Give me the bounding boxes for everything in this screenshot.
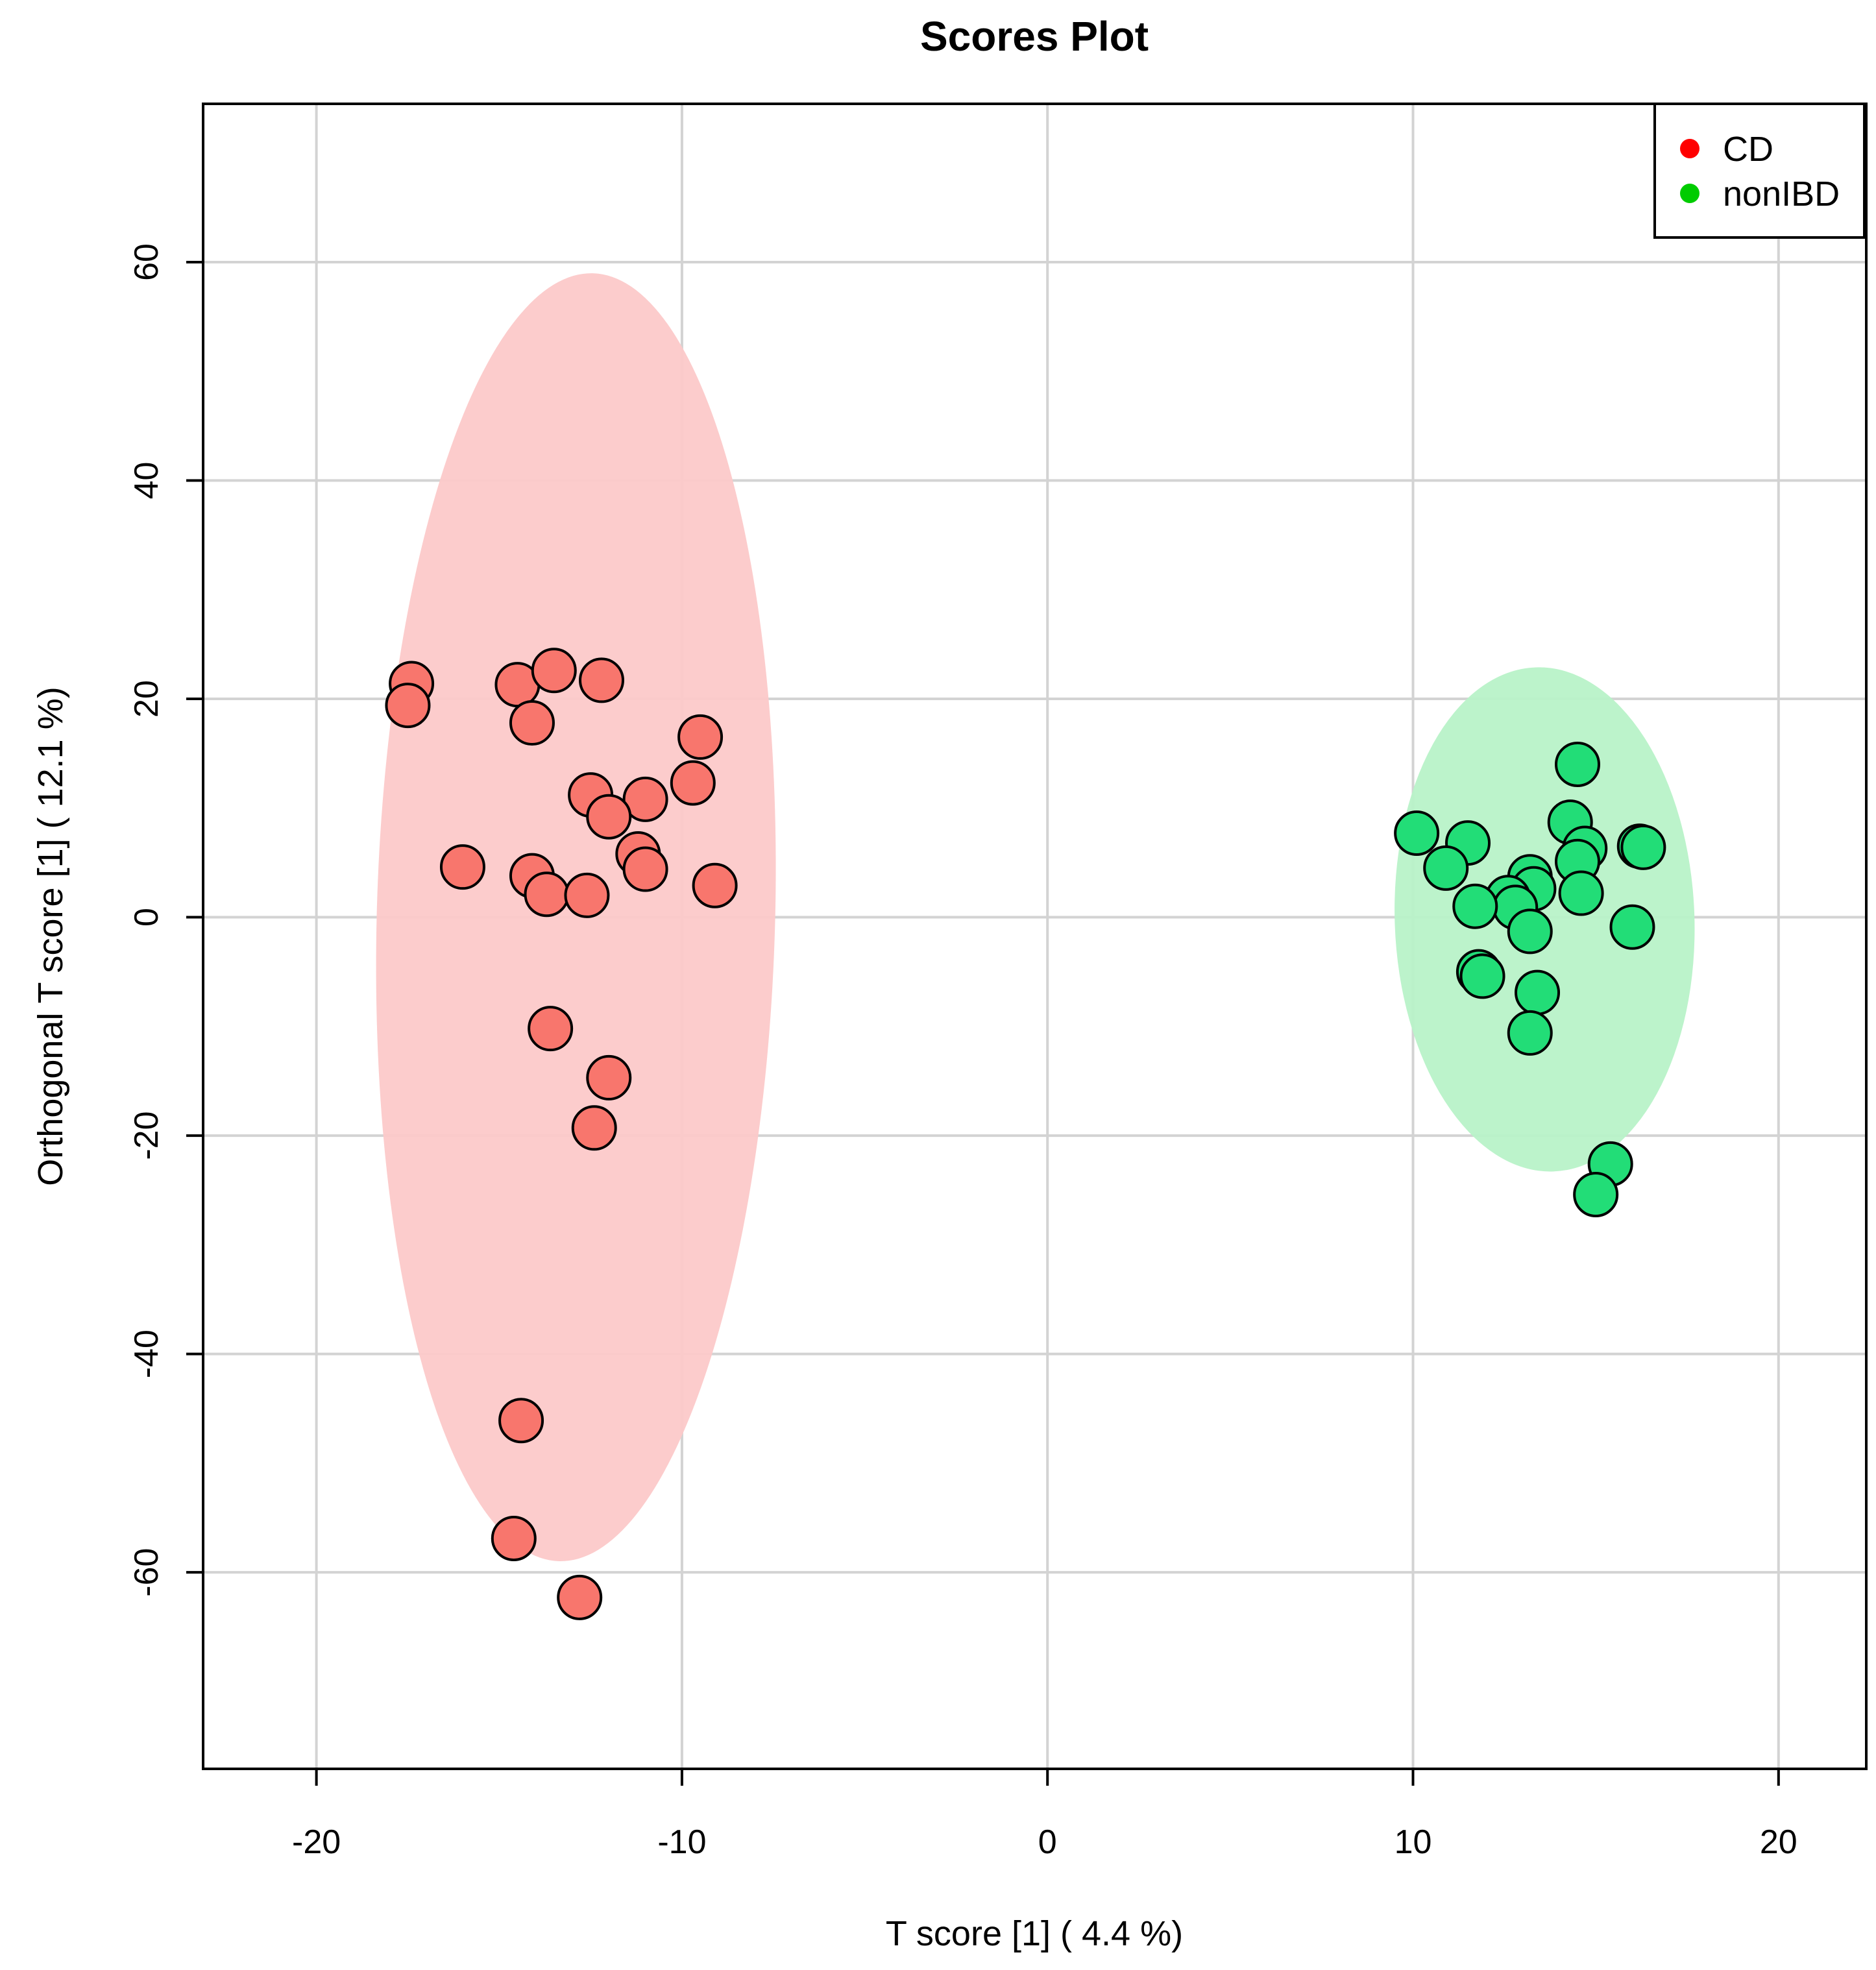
data-point-cd — [571, 1105, 617, 1151]
data-point-cd — [677, 714, 724, 760]
data-point-cd — [491, 1515, 537, 1561]
data-point-cd — [670, 760, 716, 806]
x-tick-label: 10 — [1395, 1823, 1432, 1861]
data-point-nonibd — [1452, 883, 1498, 929]
data-point-nonibd — [1423, 845, 1469, 891]
y-tick-label: 20 — [128, 680, 165, 718]
x-axis-label: T score [1] ( 4.4 %) — [886, 1914, 1183, 1953]
data-point-cd — [586, 794, 632, 840]
y-tick-label: -20 — [128, 1112, 165, 1160]
legend-marker-cd — [1680, 139, 1699, 158]
data-point-nonibd — [1507, 1010, 1553, 1056]
data-point-cd — [531, 648, 577, 694]
data-point-nonibd — [1515, 969, 1561, 1015]
legend-label-cd: CD — [1723, 130, 1773, 169]
point-layer — [385, 648, 1666, 1620]
data-point-cd — [564, 872, 610, 918]
y-axis-label: Orthogonal T score [1] ( 12.1 %) — [31, 687, 70, 1186]
data-point-nonibd — [1394, 810, 1440, 856]
y-tick-label: 60 — [128, 243, 165, 281]
data-point-cd — [509, 700, 555, 746]
data-point-nonibd — [1558, 870, 1604, 916]
legend-label-nonibd: nonIBD — [1723, 175, 1840, 213]
legend: CD nonIBD — [1653, 103, 1866, 239]
data-point-nonibd — [1609, 904, 1655, 950]
x-tick-label: 0 — [1038, 1823, 1057, 1861]
data-point-cd — [498, 1398, 544, 1444]
legend-box — [1653, 103, 1866, 239]
data-point-cd — [524, 871, 570, 918]
data-point-cd — [439, 844, 485, 890]
chart-title: Scores Plot — [920, 13, 1149, 60]
x-tick-label: 20 — [1760, 1823, 1797, 1861]
data-point-nonibd — [1507, 908, 1553, 955]
y-tick-label: -60 — [128, 1548, 165, 1597]
data-point-cd — [578, 657, 624, 703]
data-point-nonibd — [1620, 824, 1666, 870]
tick-layer: -20 -10 0 10 20 -60 -40 -20 0 20 40 60 — [128, 243, 1797, 1861]
data-point-cd — [586, 1054, 632, 1101]
x-tick-label: -20 — [292, 1823, 341, 1861]
data-point-nonibd — [1573, 1171, 1619, 1217]
plot-frame — [202, 103, 1868, 1770]
y-tick-label: 0 — [128, 908, 165, 927]
data-point-nonibd — [1554, 741, 1600, 787]
y-tick-label: 40 — [128, 462, 165, 500]
x-tick-label: -10 — [657, 1823, 706, 1861]
data-point-cd — [622, 776, 668, 822]
data-point-cd — [622, 846, 668, 892]
data-point-cd — [557, 1574, 603, 1620]
data-point-cd — [385, 683, 431, 729]
y-tick-label: -40 — [128, 1330, 165, 1378]
confidence-ellipse-cd — [376, 273, 776, 1561]
data-point-nonibd — [1459, 953, 1505, 999]
data-point-cd — [692, 862, 738, 908]
data-point-cd — [528, 1006, 574, 1052]
legend-marker-nonibd — [1680, 184, 1699, 203]
